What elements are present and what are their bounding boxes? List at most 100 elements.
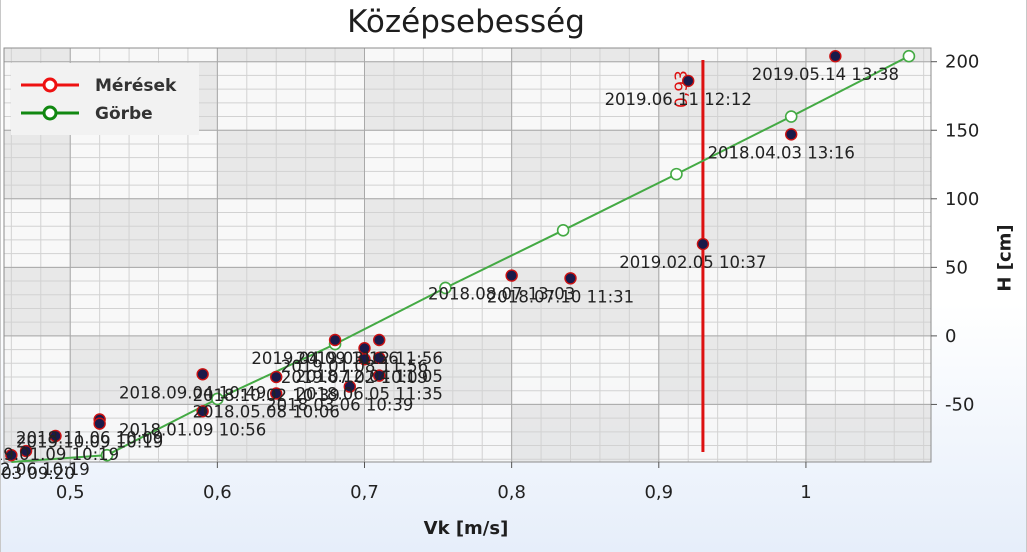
plot-background-cell xyxy=(658,198,806,268)
y-tick-label: 50 xyxy=(945,257,968,278)
measurement-point[interactable] xyxy=(505,269,518,282)
legend[interactable]: Mérések Görbe xyxy=(11,63,199,135)
x-tick-label: 0,5 xyxy=(56,482,85,503)
plot-background-cell xyxy=(658,267,806,336)
curve-point[interactable] xyxy=(100,448,114,462)
measurement-point[interactable] xyxy=(682,74,695,88)
measurement-label: 2019.01.09 10:19 xyxy=(1,445,119,464)
legend-box xyxy=(11,63,199,135)
plot-background-cell xyxy=(364,130,512,199)
measurement-point[interactable] xyxy=(196,405,209,418)
measurement-label: 2019.07.02 10:09 xyxy=(281,368,428,387)
measurement-point[interactable] xyxy=(785,128,798,141)
plot-background-cell xyxy=(511,404,659,462)
plot-background-cell xyxy=(511,48,659,62)
plot-background-cell xyxy=(364,267,512,336)
plot-background-cell xyxy=(658,130,806,199)
plot-background-cell xyxy=(511,335,659,405)
plot-background-cell xyxy=(364,404,512,462)
legend-marker xyxy=(42,105,58,121)
plot-background-cell xyxy=(4,335,71,405)
measurement-point[interactable] xyxy=(373,333,386,347)
measurement-label: 2018.06.05 11:35 xyxy=(296,385,443,404)
x-tick-label: 0,8 xyxy=(497,482,526,503)
measurement-label: 2018.09.04 10:49 xyxy=(119,383,266,402)
measurement-label: 2019.02.05 10:37 xyxy=(619,253,766,272)
legend-item-label: Görbe xyxy=(95,104,153,124)
measurement-label: 2018.08.07 13:03 xyxy=(428,285,575,304)
measurement-point[interactable] xyxy=(696,237,710,251)
y-tick-label: 150 xyxy=(945,120,979,141)
measurement-point[interactable] xyxy=(196,368,209,381)
measurement-point[interactable] xyxy=(49,429,62,443)
measurement-label: 2018.03.06 10:39 xyxy=(266,396,413,415)
y-tick-label: 200 xyxy=(945,52,979,73)
plot-background-cell xyxy=(511,267,659,336)
measurement-point[interactable] xyxy=(328,333,342,347)
x-axis-label: Vk [m/s] xyxy=(423,518,509,539)
plot-background-cell xyxy=(805,267,931,336)
plot-background-cell xyxy=(511,130,659,199)
plot-background-cell xyxy=(217,61,365,131)
plot-background-cell xyxy=(217,48,365,62)
plot-background-cell xyxy=(805,198,931,268)
measurement-label: 2018.12.04 11:05 xyxy=(296,367,443,386)
plot-background-cell xyxy=(70,130,218,199)
plot-background-cell xyxy=(658,48,806,62)
plot-background-cell xyxy=(217,198,365,268)
plot-background-cell xyxy=(364,48,512,62)
plot-background-cell xyxy=(364,335,512,405)
plot-background-cell xyxy=(217,130,365,199)
legend-marker xyxy=(42,77,58,93)
plot-background-cell xyxy=(70,335,218,405)
measurement-point[interactable] xyxy=(564,272,577,285)
measurement-point[interactable] xyxy=(373,351,386,365)
y-tick-label: 100 xyxy=(945,189,979,210)
plot-background-cell xyxy=(511,198,659,268)
measurement-label: 2018.02.06 10:19 xyxy=(1,460,90,479)
x-tick-label: 0,7 xyxy=(350,482,379,503)
measurement-point[interactable] xyxy=(373,369,386,382)
plot-background-cell xyxy=(658,61,806,131)
plot-background-cell xyxy=(511,61,659,131)
plot-background-cell xyxy=(658,335,806,405)
measurement-point[interactable] xyxy=(343,380,356,393)
plot-background-cell xyxy=(805,404,931,462)
measurement-point[interactable] xyxy=(19,444,33,458)
measurement-label: 2018.10.02 10:39 xyxy=(193,386,340,405)
measurement-label: 2019.12.03 09:20 xyxy=(1,464,75,483)
plot-background-cell xyxy=(70,267,218,336)
plot-background-cell xyxy=(4,267,71,336)
measurement-label: 2019.03.12 11:56 xyxy=(296,349,443,368)
measurement-point[interactable] xyxy=(5,448,18,462)
measurement-label: 2019.06.11 12:12 xyxy=(605,90,752,109)
measurement-point[interactable] xyxy=(829,50,842,63)
measurement-point[interactable] xyxy=(270,370,283,384)
measurement-label: 2019.01.08 11:56 xyxy=(281,357,428,376)
measurement-label: 2018.11.06 10:09 xyxy=(16,429,163,448)
curve-point[interactable] xyxy=(670,167,683,181)
plot-background-cell xyxy=(217,267,365,336)
plot-background-cell xyxy=(4,48,71,62)
measurement-label: 2018.07.10 11:31 xyxy=(487,287,634,306)
curve-point[interactable] xyxy=(211,392,224,406)
measurement-point[interactable] xyxy=(93,417,106,430)
measurement-point[interactable] xyxy=(358,352,371,366)
plot-background-cell xyxy=(70,48,218,62)
measurement-point[interactable] xyxy=(270,387,283,400)
plot-background-cell xyxy=(805,335,931,405)
curve-point[interactable] xyxy=(902,49,916,63)
plot-background-cell xyxy=(4,130,71,199)
measurement-label: 2019.04.09 11:56 xyxy=(251,349,398,368)
curve-point[interactable] xyxy=(784,110,798,123)
x-tick-label: 0,9 xyxy=(644,482,673,503)
y-axis-label: H [cm] xyxy=(994,224,1016,292)
plot-background-cell xyxy=(4,198,71,268)
curve-point[interactable] xyxy=(439,281,452,295)
plot-background-cell xyxy=(217,404,365,462)
curve-point[interactable] xyxy=(556,224,570,237)
plot-background-cell xyxy=(364,61,512,131)
y-tick-label: -50 xyxy=(945,394,974,415)
